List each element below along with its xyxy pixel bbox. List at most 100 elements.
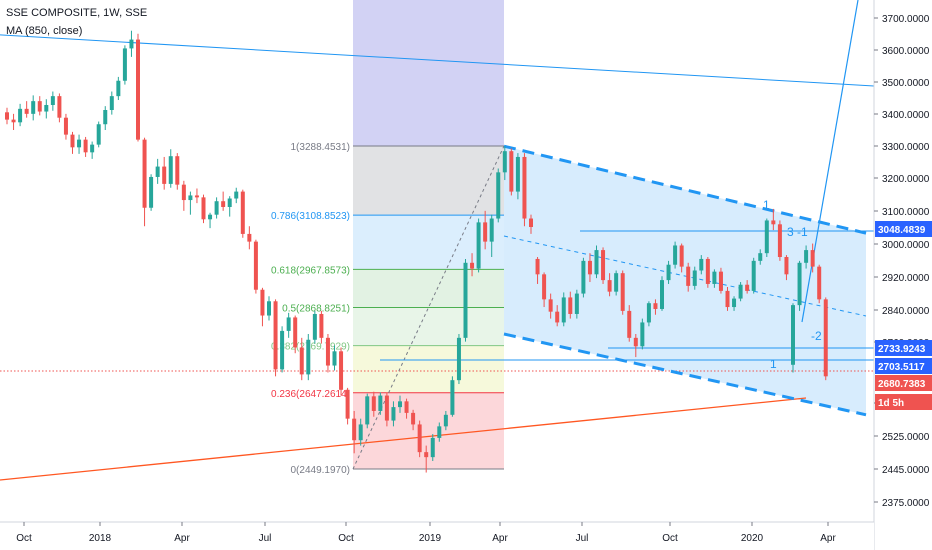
candle-body <box>666 264 671 281</box>
chart-title: SSE COMPOSITE, 1W, SSE <box>6 7 148 19</box>
candle-body <box>109 96 114 110</box>
y-tick-label: 3300.0000 <box>882 142 930 153</box>
candle-body <box>673 245 678 265</box>
candle-body <box>660 280 664 309</box>
fib-level-label: 1(3288.4531) <box>291 142 351 153</box>
candle-body <box>653 303 658 309</box>
date-range-highlight <box>353 0 504 146</box>
candle-body <box>293 317 298 348</box>
candle-body <box>725 290 730 308</box>
candle-body <box>221 201 226 207</box>
candle-body <box>745 284 750 291</box>
candle-body <box>529 218 533 227</box>
candle-body <box>247 233 252 242</box>
candle-body <box>450 380 455 415</box>
candle-body <box>398 401 402 408</box>
candle-body <box>24 108 29 114</box>
candle-body <box>188 195 193 201</box>
fib-zone <box>353 269 504 308</box>
candle-body <box>44 104 49 112</box>
candle-body <box>345 389 350 419</box>
candle-body <box>162 166 167 184</box>
candle-body <box>568 297 573 314</box>
candle-body <box>142 139 147 208</box>
candle-body <box>332 351 337 366</box>
wave-annotation: 1 <box>763 198 770 212</box>
y-tick-label: 2840.0000 <box>882 306 930 317</box>
x-tick-label: Apr <box>174 533 190 544</box>
candle-body <box>771 220 776 225</box>
candle-body <box>443 414 448 427</box>
candle-body <box>646 303 651 323</box>
candle-body <box>208 214 213 220</box>
price-badge <box>875 375 932 391</box>
candle-body <box>358 424 363 441</box>
candle-body <box>227 198 232 207</box>
channel-midline <box>503 235 867 317</box>
candle-body <box>470 262 475 269</box>
ma-indicator-label[interactable]: MA (850, close) <box>6 25 83 37</box>
x-tick-label: Oct <box>16 533 32 544</box>
candle-body <box>810 250 815 267</box>
candle-body <box>5 112 9 120</box>
candle-body <box>260 289 265 316</box>
candle-body <box>791 305 795 365</box>
price-badge <box>875 358 932 374</box>
projection-line <box>801 0 859 323</box>
x-tick-label: Apr <box>820 533 836 544</box>
candle-body <box>483 222 488 242</box>
candle-body <box>699 258 704 271</box>
price-badge-label: 3048.4839 <box>878 225 926 236</box>
candle-body <box>312 313 317 340</box>
candle-body <box>502 151 507 173</box>
candle-body <box>424 452 429 458</box>
candle-body <box>384 395 389 421</box>
candle-body <box>417 424 422 453</box>
candle-body <box>50 96 55 105</box>
x-tick-label: Jul <box>259 533 272 544</box>
candle-body <box>679 245 684 267</box>
candle-body <box>535 258 540 275</box>
y-tick-label: 3600.0000 <box>882 46 930 57</box>
resistance-line <box>0 34 875 87</box>
candle-body <box>463 262 468 338</box>
candle-body <box>57 96 62 118</box>
y-tick-label: 2375.0000 <box>882 498 930 509</box>
candle-body <box>280 330 285 370</box>
candle-body <box>18 108 23 123</box>
candle-body <box>31 101 36 114</box>
candle-body <box>542 274 547 300</box>
candle-body <box>640 322 645 347</box>
candle-body <box>456 337 461 381</box>
candle-body <box>136 39 140 140</box>
y-tick-label: 3200.0000 <box>882 174 930 185</box>
wave-annotation: 3 <box>787 225 794 239</box>
candle-body <box>476 222 481 269</box>
candle-body <box>804 250 809 263</box>
fib-level-label: 0.382(2769.7929) <box>271 342 350 353</box>
candle-body <box>37 101 42 112</box>
fib-zone <box>353 146 504 216</box>
candle-body <box>378 395 383 411</box>
candle-body <box>594 250 599 275</box>
candle-body <box>96 124 101 145</box>
candle-body <box>509 151 514 192</box>
candle-body <box>633 337 638 347</box>
candle-body <box>70 134 75 148</box>
candle-body <box>764 220 769 254</box>
candle-body <box>201 197 206 220</box>
candle-body <box>555 311 560 323</box>
candle-body <box>581 260 586 294</box>
candle-body <box>712 271 717 284</box>
x-tick-label: 2019 <box>419 533 442 544</box>
price-badge <box>875 394 932 410</box>
y-tick-label: 2525.0000 <box>882 432 930 443</box>
candle-body <box>273 301 278 370</box>
candle-body <box>692 270 697 286</box>
candle-body <box>365 396 370 425</box>
y-tick-label: 3100.0000 <box>882 207 930 218</box>
channel-lower <box>503 332 867 417</box>
candle-body <box>627 310 632 338</box>
